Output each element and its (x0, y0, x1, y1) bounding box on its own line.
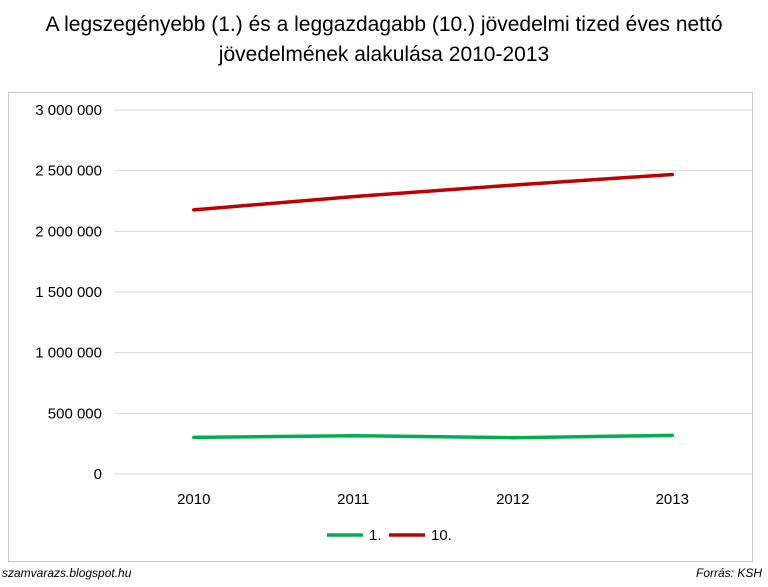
series-line-bottom-decile (192, 433, 675, 440)
legend-label-bottom-decile: 1. (369, 527, 382, 544)
x-tick-label: 2011 (337, 491, 369, 508)
y-tick-label: 500 000 (48, 405, 102, 422)
x-tick-label: 2012 (496, 491, 529, 508)
legend-label-top-decile: 10. (431, 527, 452, 544)
chart-title-line-1: A legszegényebb (1.) és a leggazdagabb (… (45, 13, 723, 36)
chart-title-line-2: jövedelmének alakulása 2010-2013 (218, 43, 550, 66)
y-tick-label: 1 500 000 (35, 284, 102, 301)
chart-title: A legszegényebb (1.) és a leggazdagabb (… (0, 10, 768, 70)
x-tick-label: 2013 (656, 491, 689, 508)
y-tick-label: 3 000 000 (35, 102, 102, 119)
line-chart: 0 500 000 1 000 000 1 500 000 2 000 000 2 500… (35, 102, 752, 544)
plot-frame: 0 500 000 1 000 000 1 500 000 2 000 000 2 500… (8, 92, 753, 562)
series-line-top-decile (192, 172, 675, 212)
data-source-text: Forrás: KSH (695, 566, 762, 580)
y-tick-label: 0 (94, 466, 102, 483)
y-tick-label: 1 000 000 (35, 345, 102, 362)
y-tick-label: 2 500 000 (35, 163, 102, 180)
y-tick-label: 2 000 000 (35, 223, 102, 240)
x-tick-label: 2010 (177, 491, 210, 508)
blog-source-text: szamvarazs.blogspot.hu (2, 566, 132, 580)
